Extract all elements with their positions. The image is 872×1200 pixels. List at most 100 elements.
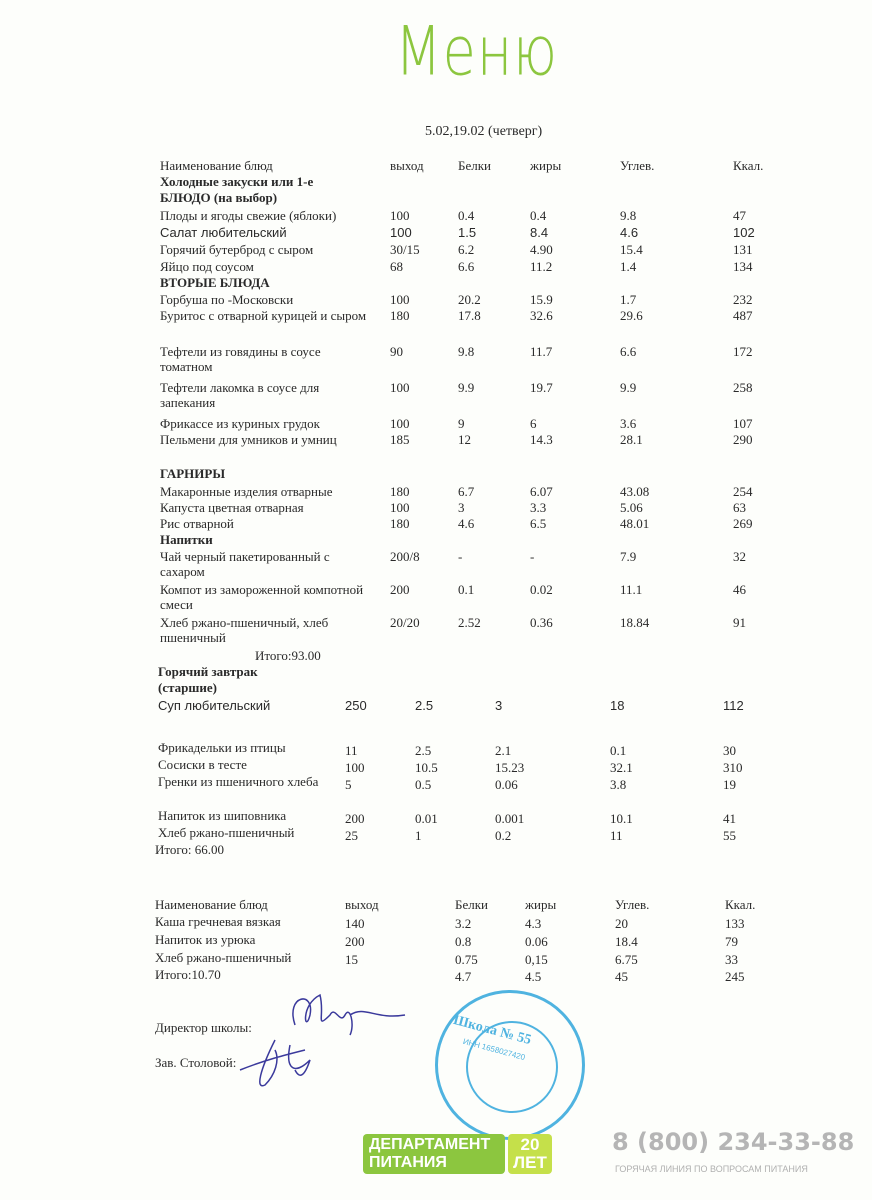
dish-name: Яйцо под соусом [160, 259, 254, 274]
section-heading: (старшие) [158, 680, 217, 695]
nutrition-value: 3.6 [620, 416, 637, 431]
nutrition-value: 100 [390, 225, 412, 240]
dish-name: Салат любительский [160, 225, 287, 240]
nutrition-value: 18.84 [620, 615, 650, 630]
nutrition-value: 29.6 [620, 308, 643, 323]
dish-name: Хлеб ржано-пшеничный [158, 825, 295, 840]
dish-name: Пельмени для умников и умниц [160, 432, 337, 447]
hotline-caption: ГОРЯЧАЯ ЛИНИЯ ПО ВОПРОСАМ ПИТАНИЯ [615, 1164, 808, 1174]
nutrition-value: 0.8 [455, 934, 472, 949]
dish-name: Горбуша по -Московски [160, 292, 294, 307]
nutrition-value: 15.23 [495, 760, 525, 775]
nutrition-value: 2.5 [415, 698, 434, 713]
nutrition-value: 55 [723, 828, 736, 843]
column-header: выход [345, 897, 379, 912]
nutrition-value: 2.1 [495, 743, 512, 758]
nutrition-value: 46 [733, 582, 746, 597]
nutrition-value: 33 [725, 952, 738, 967]
nutrition-value: 140 [345, 916, 365, 931]
nutrition-value: 487 [733, 308, 753, 323]
nutrition-value: 200 [345, 934, 365, 949]
nutrition-value: 0.06 [495, 777, 518, 792]
nutrition-value: 0.2 [495, 828, 512, 843]
nutrition-value: 0.001 [495, 811, 525, 826]
nutrition-value: 3 [458, 500, 465, 515]
nutrition-value: 0.4 [530, 208, 547, 223]
nutrition-value: 43.08 [620, 484, 650, 499]
nutrition-value: 7.9 [620, 549, 637, 564]
dish-name: Фрикассе из куриных грудок [160, 416, 320, 431]
dish-name: Капуста цветная отварная [160, 500, 304, 515]
nutrition-value: 0.36 [530, 615, 553, 630]
nutrition-value: 0.02 [530, 582, 553, 597]
nutrition-value: 18 [610, 698, 625, 713]
nutrition-value: 32.6 [530, 308, 553, 323]
nutrition-value: 11.2 [530, 259, 553, 274]
nutrition-value: 6.6 [458, 259, 475, 274]
nutrition-value: 10.1 [610, 811, 633, 826]
column-header: Наименование блюд [155, 897, 268, 912]
nutrition-value: 12 [458, 432, 471, 447]
nutrition-value: 4.3 [525, 916, 542, 931]
nutrition-value: 200/8 [390, 549, 420, 564]
column-header: Белки [455, 897, 488, 912]
nutrition-value: 131 [733, 242, 753, 257]
nutrition-value: 0.06 [525, 934, 548, 949]
school-stamp: Школа № 55 ИНН 1658027420 [435, 990, 585, 1140]
nutrition-value: 11.1 [620, 582, 643, 597]
nutrition-value: 79 [725, 934, 738, 949]
nutrition-value: 200 [390, 582, 410, 597]
dish-name: Сосиски в тесте [158, 757, 247, 772]
nutrition-value: 3.2 [455, 916, 472, 931]
dish-name: Макаронные изделия отварные [160, 484, 333, 499]
nutrition-value: 20/20 [390, 615, 420, 630]
dish-name: Каша гречневая вязкая [155, 914, 281, 929]
nutrition-value: 4.6 [458, 516, 475, 531]
hotline-phone[interactable]: 8 (800) 234-33-88 [612, 1128, 855, 1156]
dish-name: Рис отварной [160, 516, 234, 531]
nutrition-value: 4.5 [525, 969, 542, 984]
nutrition-value: 32 [733, 549, 746, 564]
nutrition-value: 28.1 [620, 432, 643, 447]
nutrition-value: 133 [725, 916, 745, 931]
nutrition-value: 269 [733, 516, 753, 531]
column-header: Углев. [615, 897, 650, 912]
dish-name: Хлеб ржано-пшеничный [155, 950, 292, 965]
nutrition-value: 30/15 [390, 242, 420, 257]
nutrition-value: 9 [458, 416, 465, 431]
nutrition-value: 11.7 [530, 344, 553, 359]
nutrition-value: 90 [390, 344, 403, 359]
nutrition-value: 1 [415, 828, 422, 843]
nutrition-value: 2.5 [415, 743, 432, 758]
dish-name: Горячий бутерброд с сыром [160, 242, 314, 257]
nutrition-value: 20 [615, 916, 628, 931]
nutrition-value: 3.3 [530, 500, 547, 515]
column-header: Наименование блюд [160, 158, 273, 173]
nutrition-value: 100 [390, 292, 410, 307]
nutrition-value: 18.4 [615, 934, 638, 949]
nutrition-value: 91 [733, 615, 746, 630]
dish-name: Чай черный пакетированный с сахаром [160, 549, 330, 579]
nutrition-value: 48.01 [620, 516, 650, 531]
nutrition-value: 10.5 [415, 760, 438, 775]
nutrition-value: 11 [345, 743, 358, 758]
nutrition-value: 11 [610, 828, 623, 843]
nutrition-value: 102 [733, 225, 755, 240]
nutrition-value: 107 [733, 416, 753, 431]
nutrition-value: 232 [733, 292, 753, 307]
nutrition-value: 32.1 [610, 760, 633, 775]
nutrition-value: 2.52 [458, 615, 481, 630]
dish-name: Компот из замороженной компотной смеси [160, 582, 364, 612]
nutrition-value: 6.5 [530, 516, 547, 531]
dish-name: Фрикадельки из птицы [158, 740, 286, 755]
director-signature [292, 993, 406, 1036]
nutrition-value: 0.4 [458, 208, 475, 223]
nutrition-value: 41 [723, 811, 736, 826]
nutrition-value: 25 [345, 828, 358, 843]
department-logo: ДЕПАРТАМЕНТ ПИТАНИЯ [363, 1134, 505, 1174]
nutrition-value: 0.1 [458, 582, 475, 597]
page-title: Меню [395, 12, 558, 91]
director-label: Директор школы: [155, 1020, 252, 1035]
nutrition-value: 6.07 [530, 484, 553, 499]
